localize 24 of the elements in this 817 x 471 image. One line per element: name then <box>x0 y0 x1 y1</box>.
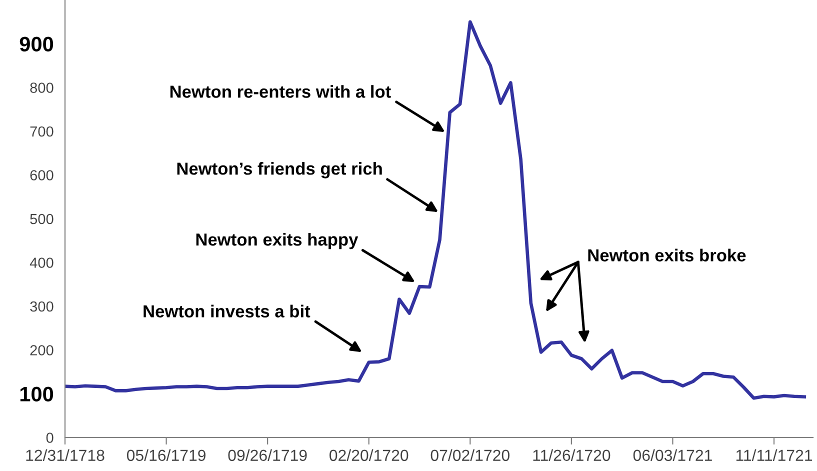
annotation: Newton re-enters with a lot <box>170 85 391 98</box>
annotation: Newton exits broke <box>588 248 746 262</box>
y-tick-label: 300 <box>30 301 54 312</box>
x-tick-label: 05/16/1719 <box>126 449 206 462</box>
x-tick-label: 11/11/1721 <box>736 449 812 462</box>
y-tick-label: 0 <box>46 432 54 443</box>
annotation: Newton’s friends get rich <box>177 162 382 178</box>
annotation: Newton invests a bit <box>144 304 310 318</box>
y-tick-label: 400 <box>30 258 54 268</box>
x-tick-label: 07/02/1720 <box>430 449 510 462</box>
x-tick-label: 09/26/1719 <box>228 449 307 462</box>
x-tick-label: 06/03/1721 <box>633 449 712 462</box>
y-tick-label: 700 <box>30 126 54 137</box>
x-tick-label: 12/31/1718 <box>26 449 104 462</box>
y-tick-label: 800 <box>30 82 54 93</box>
x-tick-label: 02/20/1720 <box>330 449 408 462</box>
y-tick-label: 900 <box>20 36 54 52</box>
annotation: Newton exits happy <box>196 232 358 250</box>
y-tick-label: 100 <box>20 386 54 402</box>
y-tick-label: 500 <box>30 214 54 224</box>
x-tick-label: 11/26/1720 <box>533 449 610 462</box>
line-series <box>65 20 806 400</box>
y-tick-label: 200 <box>30 345 54 356</box>
y-tick-label: 600 <box>30 170 54 180</box>
